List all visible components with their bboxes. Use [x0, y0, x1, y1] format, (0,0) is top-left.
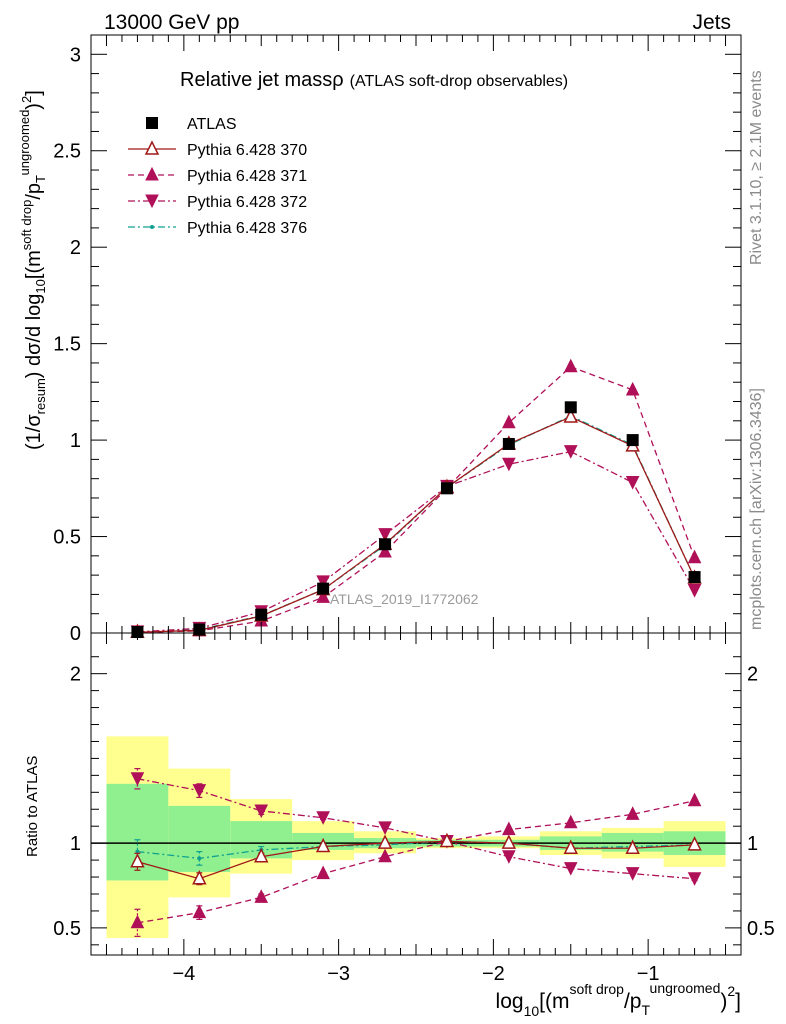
ratio-point: [687, 836, 702, 851]
ratio-tick-label: 2: [70, 664, 81, 686]
legend-marker: [145, 166, 159, 181]
x-tick-label: −3: [327, 963, 350, 985]
data-point: [564, 401, 577, 414]
header-left: 13000 GeV pp: [104, 11, 239, 34]
series-line: [137, 450, 696, 633]
ratio-point: [192, 784, 207, 798]
legend-label: Pythia 6.428 376: [187, 220, 307, 237]
legend-label: Pythia 6.428 370: [187, 142, 307, 159]
ratio-tick-label-right: 2: [747, 664, 758, 686]
y-tick-label-main: 0: [70, 623, 81, 645]
x-axis-label: log10[(msoft drop/pTungroomed)2]: [496, 980, 741, 1019]
data-point: [379, 538, 392, 551]
ratio-point: [135, 849, 140, 854]
ratio-line: [137, 800, 695, 924]
ratio-point: [130, 853, 145, 868]
ratio-band-inner: [168, 805, 231, 872]
data-point: [502, 437, 515, 450]
rivet-version-text: Rivet 3.1.10, ≥ 2.1M events: [748, 70, 765, 265]
ratio-series: [130, 767, 702, 937]
ratio-point: [192, 870, 207, 885]
y-tick-label-main: 2: [70, 237, 81, 259]
legend-label: Pythia 6.428 372: [187, 194, 307, 211]
ratio-point: [502, 850, 516, 864]
y-tick-label-main: 1.5: [53, 334, 81, 356]
ratio-tick-label: 0.5: [53, 918, 81, 940]
ratio-point: [316, 811, 330, 825]
ratio-line: [137, 778, 695, 880]
ratio-point: [197, 856, 202, 861]
data-point: [687, 584, 702, 598]
data-point: [317, 582, 330, 595]
y-tick-label-main: 2.5: [53, 141, 81, 163]
data-point: [440, 482, 453, 495]
data-point: [687, 549, 702, 564]
legend-marker: [150, 225, 154, 229]
y-tick-label-main: 0.5: [53, 527, 81, 549]
ratio-point: [625, 806, 640, 820]
ratio-point: [378, 821, 392, 836]
header-right: Jets: [692, 11, 731, 34]
ratio-point: [687, 872, 702, 886]
chart-title: Relative jet massρ (ATLAS soft-drop obser…: [180, 69, 568, 91]
data-point: [378, 528, 392, 542]
series-line: [137, 366, 696, 634]
ratio-point: [254, 804, 269, 819]
ratio-point: [563, 862, 578, 876]
ratio-point: [315, 837, 331, 853]
data-point: [378, 543, 392, 558]
ratio-point: [316, 865, 330, 880]
legend-marker: [145, 194, 159, 209]
analysis-watermark: ATLAS_2019_I1772062: [330, 591, 479, 607]
ratio-point: [192, 904, 207, 919]
ratio-point: [625, 839, 640, 854]
main-series: [130, 358, 702, 639]
data-point: [688, 571, 701, 584]
y-axis-label-ratio: Ratio to ATLAS: [24, 756, 41, 857]
ratio-line: [137, 840, 695, 860]
legend-marker: [146, 117, 158, 129]
ratio-tick-label-right: 0.5: [747, 918, 775, 940]
legend-label: ATLAS: [187, 116, 237, 133]
ratio-point: [687, 792, 702, 807]
data-point: [626, 434, 639, 447]
ratio-point: [254, 889, 269, 903]
y-tick-label-main: 3: [70, 44, 81, 66]
data-point: [625, 476, 640, 490]
ratio-point: [563, 839, 578, 854]
y-axis-label-main: (1/σresum) dσ/d log10[(msoft drop/pTungr…: [17, 90, 48, 450]
y-tick-label-main: 1: [70, 430, 81, 452]
data-point: [563, 445, 578, 459]
ratio-tick-label-right: 1: [747, 833, 758, 855]
ratio-point: [563, 814, 578, 829]
data-point: [563, 358, 578, 373]
series-line: [137, 416, 696, 633]
data-point: [255, 608, 268, 621]
data-point: [316, 589, 330, 603]
x-tick-label: −4: [172, 963, 195, 985]
mcplots-credit-text: mcplots.cern.ch [arXiv:1306.3436]: [748, 388, 765, 630]
ratio-point: [501, 834, 517, 849]
x-tick-label: −2: [482, 963, 505, 985]
legend: ATLAS Pythia 6.428 370 Pythia 6.428 371 Pyt…: [128, 116, 307, 237]
ratio-point: [378, 848, 392, 863]
ratio-line: [137, 840, 695, 880]
ratio-point: [439, 832, 455, 848]
data-point: [502, 414, 516, 429]
legend-marker: [144, 140, 160, 155]
ratio-point: [130, 772, 145, 786]
ratio-point: [377, 834, 393, 849]
ratio-point: [130, 914, 145, 929]
data-point: [502, 457, 516, 472]
data-point: [563, 408, 578, 423]
ratio-point: [254, 848, 269, 863]
x-tick-label: −1: [637, 963, 660, 985]
axis-ticks: −4 −3 −2 −1 0 0.5 1 1.5 2 2.5 3 0.5 0.5 1 1 2 2: [53, 35, 775, 985]
data-point: [625, 381, 640, 396]
ratio-point: [625, 867, 640, 881]
ratio-tick-label: 1: [70, 833, 81, 855]
legend-label: Pythia 6.428 371: [187, 168, 307, 185]
